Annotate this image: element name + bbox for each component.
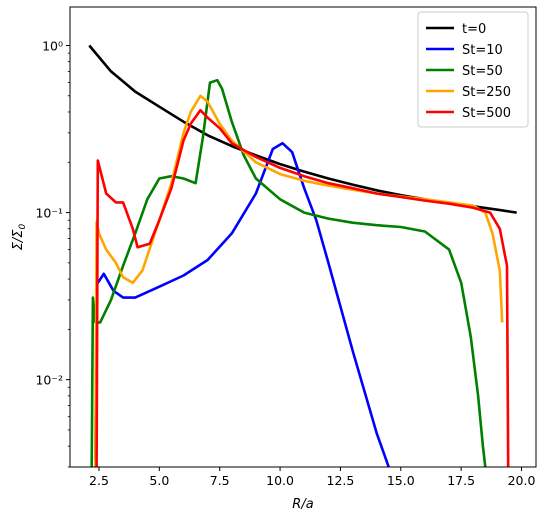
series-line-3 bbox=[94, 94, 504, 467]
x-tick-label: 2.5 bbox=[89, 473, 109, 488]
y-axis-label: Σ/Σ0 bbox=[11, 223, 28, 250]
legend-label: St=250 bbox=[462, 85, 511, 100]
x-tick-label: 17.5 bbox=[447, 473, 475, 488]
legend-box bbox=[417, 11, 529, 128]
series-line-2 bbox=[90, 78, 487, 467]
x-tick-label: 10.0 bbox=[266, 473, 294, 488]
x-tick-label: 20.0 bbox=[508, 473, 536, 488]
x-tick-label: 5.0 bbox=[149, 473, 169, 488]
x-axis-label: R/a bbox=[292, 497, 313, 512]
plot-frame bbox=[69, 6, 537, 468]
y-axis: 10⁻² 10⁻¹ 10⁰ bbox=[35, 39, 70, 468]
legend-label: t=0 bbox=[462, 22, 486, 37]
x-tick-label: 7.5 bbox=[210, 473, 230, 488]
x-axis: 2.5 5.0 7.5 10.0 12.5 15.0 17.5 20.0 bbox=[89, 467, 535, 488]
legend-label: St=500 bbox=[462, 106, 511, 121]
series-line-4 bbox=[95, 108, 510, 467]
legend-label: St=10 bbox=[462, 43, 503, 58]
legend-label: St=50 bbox=[462, 64, 503, 79]
series-layer bbox=[88, 44, 517, 467]
y-tick-label: 10⁰ bbox=[42, 39, 63, 54]
y-tick-label: 10⁻¹ bbox=[35, 206, 63, 221]
legend: t=0 St=10 St=50 St=250 St=500 bbox=[417, 11, 529, 128]
y-tick-label: 10⁻² bbox=[35, 373, 63, 388]
x-tick-label: 12.5 bbox=[327, 473, 355, 488]
x-tick-label: 15.0 bbox=[387, 473, 415, 488]
